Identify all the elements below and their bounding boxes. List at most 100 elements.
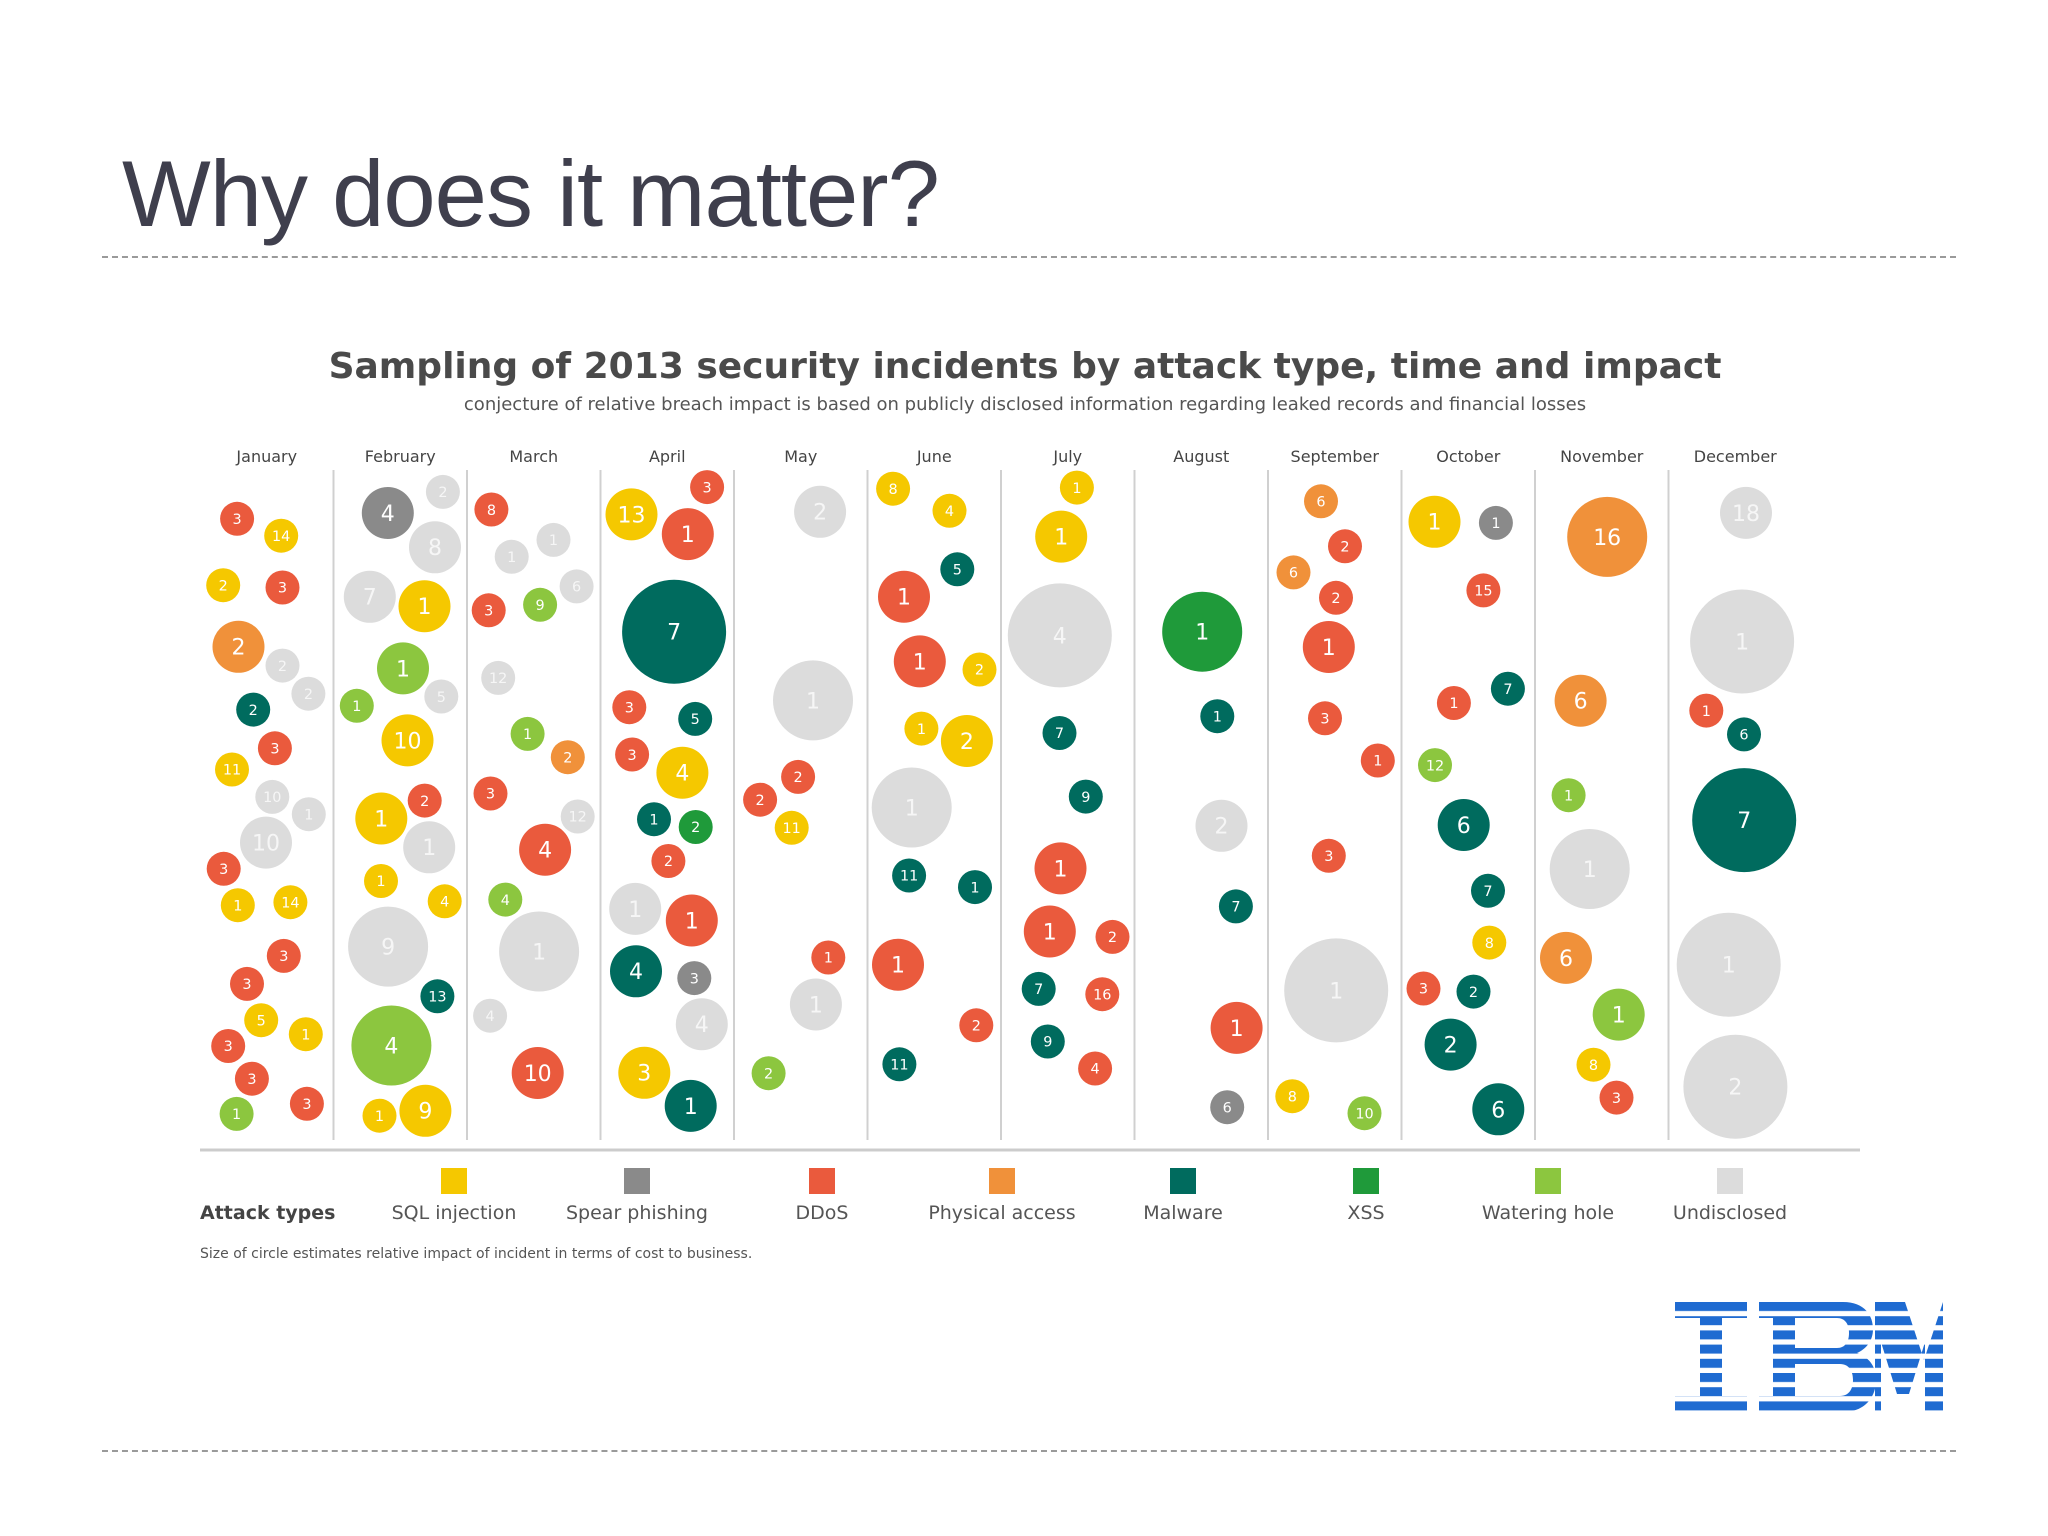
incident-circle xyxy=(678,701,713,736)
incident-bubble: 6 xyxy=(1540,931,1592,984)
incident-bubble: 1 xyxy=(871,767,952,848)
chart-footnote: Size of circle estimates relative impact… xyxy=(200,1246,752,1262)
incident-circle xyxy=(962,652,997,687)
incident-bubble: 1 xyxy=(494,539,529,574)
incident-bubble: 2 xyxy=(962,652,997,687)
incident-bubble: 1 xyxy=(1059,470,1094,505)
incident-bubble: 1 xyxy=(291,797,326,832)
incident-bubble: 3 xyxy=(1406,971,1441,1006)
incident-circle xyxy=(743,782,778,817)
incident-label: 4 xyxy=(440,895,449,911)
incident-circle xyxy=(398,580,451,633)
incident-bubble: 8 xyxy=(1472,925,1507,960)
incident-label: 3 xyxy=(637,1062,651,1087)
legend-label: Watering hole xyxy=(1482,1202,1614,1224)
incident-label: 3 xyxy=(1320,712,1329,728)
incident-label: 15 xyxy=(1474,584,1492,600)
incident-circle xyxy=(1347,1096,1382,1131)
incident-label: 12 xyxy=(569,810,587,826)
incident-circle xyxy=(244,1003,279,1038)
incident-circle xyxy=(255,779,290,814)
month-axis: January February March April May June July Augu… xyxy=(235,447,1777,1140)
incident-circle xyxy=(266,938,301,973)
incident-label: 7 xyxy=(1737,809,1751,834)
incident-label: 12 xyxy=(489,671,507,687)
incident-circle xyxy=(1406,971,1441,1006)
incident-circle xyxy=(878,570,930,623)
incident-label: 2 xyxy=(756,793,765,809)
incident-circle xyxy=(959,1008,994,1043)
incident-label: 3 xyxy=(1612,1091,1621,1107)
month-label: November xyxy=(1560,447,1644,466)
incident-bubble: 1 xyxy=(893,635,946,688)
incident-circle xyxy=(794,485,847,538)
incident-circle xyxy=(1456,974,1491,1009)
ibm-logo xyxy=(1675,1302,1943,1412)
incident-bubble: 4 xyxy=(656,746,709,799)
incident-label: 8 xyxy=(1485,936,1494,952)
incident-circle xyxy=(1023,905,1076,958)
incident-circle xyxy=(206,851,241,886)
incident-circle xyxy=(1007,583,1112,688)
incident-circle xyxy=(510,716,545,751)
incident-bubble: 9 xyxy=(348,906,429,987)
incident-circle xyxy=(1690,589,1795,694)
incident-bubble: 1 xyxy=(364,864,398,898)
incident-label: 10 xyxy=(524,1062,552,1087)
incident-label: 1 xyxy=(1735,630,1749,655)
incident-label: 7 xyxy=(363,586,377,611)
incident-bubble: 1 xyxy=(1034,842,1087,895)
incident-label: 2 xyxy=(975,663,984,679)
incident-circle xyxy=(609,882,662,935)
incident-bubble: 1 xyxy=(872,938,924,991)
incident-label: 1 xyxy=(507,550,516,566)
legend-label: Spear phishing xyxy=(566,1202,708,1224)
incident-circle xyxy=(499,911,580,992)
incident-bubble: 1 xyxy=(403,821,456,874)
incident-circle xyxy=(220,501,255,536)
incident-label: 2 xyxy=(1444,1034,1458,1059)
legend-item: XSS xyxy=(1347,1168,1385,1224)
incident-label: 14 xyxy=(272,529,290,545)
incident-circle xyxy=(212,620,265,673)
incident-label: 4 xyxy=(1053,624,1067,649)
incident-circle xyxy=(257,731,292,766)
incident-label: 2 xyxy=(764,1066,773,1082)
incident-label: 5 xyxy=(691,712,700,728)
incident-circle xyxy=(1059,470,1094,505)
legend-label: Physical access xyxy=(928,1202,1075,1224)
incident-bubble: 2 xyxy=(550,740,585,775)
incident-circle xyxy=(1689,693,1724,728)
incident-bubble: 13 xyxy=(605,488,658,541)
incident-circle xyxy=(265,570,300,605)
incident-circle xyxy=(940,715,993,767)
incident-circle xyxy=(425,474,460,509)
incident-circle xyxy=(1030,1024,1065,1059)
incident-label: 3 xyxy=(224,1039,233,1055)
legend-item: Spear phishing xyxy=(566,1168,708,1224)
incident-label: 1 xyxy=(418,595,432,620)
incident-circle xyxy=(610,945,662,998)
incident-circle xyxy=(265,648,300,683)
incident-circle xyxy=(355,792,408,845)
incident-label: 2 xyxy=(278,659,287,675)
incident-label: 1 xyxy=(376,874,385,890)
incident-circle xyxy=(240,816,292,869)
incident-circle xyxy=(1328,529,1362,564)
incident-label: 4 xyxy=(381,502,395,527)
incident-circle xyxy=(1275,1079,1310,1114)
incident-label: 1 xyxy=(1449,696,1458,712)
incident-label: 4 xyxy=(538,839,552,864)
incident-bubble: 2 xyxy=(1456,974,1491,1009)
incident-label: 2 xyxy=(219,578,228,594)
incident-label: 2 xyxy=(249,703,258,719)
incident-circle xyxy=(773,660,853,741)
incident-circle xyxy=(1472,1083,1525,1136)
month-label: September xyxy=(1291,447,1380,466)
incident-label: 9 xyxy=(381,936,395,961)
month-label: February xyxy=(365,447,436,466)
incident-label: 1 xyxy=(1213,709,1222,725)
incident-bubble: 3 xyxy=(266,938,301,973)
incident-bubble: 2 xyxy=(794,485,847,538)
incident-circle xyxy=(348,906,429,987)
